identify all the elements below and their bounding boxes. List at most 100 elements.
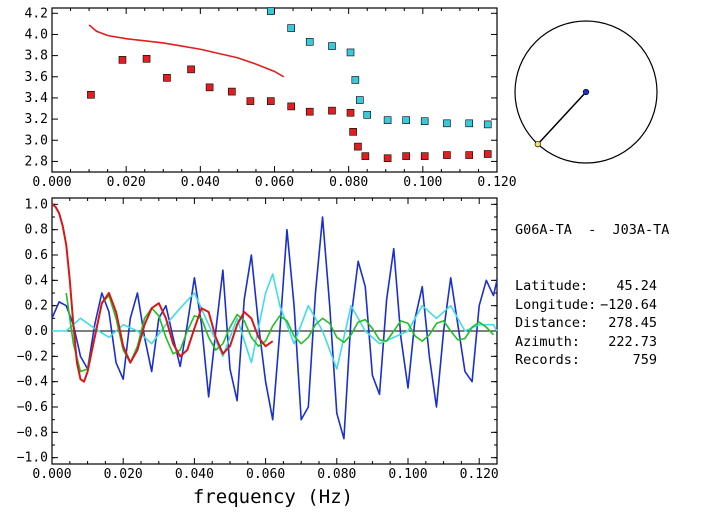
cyan-data-point (346, 48, 355, 57)
cyan-data-point (328, 42, 336, 50)
y-tick-label: 3.8 (25, 49, 48, 64)
x-axis-label: frequency (Hz) (193, 486, 353, 508)
red-data-point (205, 83, 214, 92)
station-info-panel: G06A-TA - J03A-TA Latitude: 45.24 Longitud… (515, 184, 701, 389)
y-tick-label: 0.2 (25, 299, 48, 314)
y-tick-label: 2.8 (25, 154, 48, 169)
x-tick-label: 0.000 (32, 467, 71, 482)
dispersion-chart: 0.000 0.020 0.040 0.060 0.080 0.100 0.120 2.8 3.… (25, 6, 517, 190)
red-data-point (402, 152, 410, 160)
red-data-point (483, 150, 492, 158)
info-row: Latitude: 45.24 (515, 277, 701, 296)
red-data-point (305, 107, 314, 116)
red-data-point (246, 97, 255, 105)
correlation-chart: 0.000 0.020 0.040 0.060 0.080 0.100 0.120 1.0 0.… (17, 197, 499, 482)
azimuth-plot (514, 20, 658, 164)
azimuth-circle (514, 20, 658, 164)
cyan-data-point (483, 120, 492, 129)
red-data-point (163, 74, 171, 82)
cyan-data-point (443, 119, 451, 128)
x-tick-label: 0.120 (460, 467, 499, 482)
station-center-dot (582, 88, 590, 96)
red-data-point (349, 127, 357, 136)
x-tick-label: 0.040 (181, 175, 220, 190)
red-data-point (228, 87, 236, 96)
x-tick-label: 0.100 (403, 175, 442, 190)
y-tick-label: 3.6 (25, 70, 48, 85)
info-label: Latitude: (515, 277, 589, 294)
cyan-data-point (420, 117, 429, 126)
red-data-point (118, 56, 127, 64)
info-value: 222.73 (608, 333, 657, 350)
red-data-point (187, 65, 195, 74)
x-tick-label: 0.100 (388, 467, 427, 482)
cyan-data-point (363, 111, 372, 119)
info-label: Azimuth: (515, 333, 581, 350)
x-tick-label: 0.020 (104, 467, 143, 482)
y-tick-label: 4.2 (25, 6, 48, 21)
red-data-point (287, 102, 295, 111)
info-label: Longitude: (515, 296, 597, 313)
y-tick-label: 3.4 (25, 91, 49, 106)
y-tick-label: 0.8 (25, 223, 48, 238)
x-tick-label: 0.060 (255, 175, 294, 190)
cyan-data-point (351, 76, 360, 84)
cyan-data-point (355, 96, 364, 104)
y-tick-label: −1.0 (17, 451, 48, 466)
info-row: Longitude: −120.64 (515, 296, 701, 315)
info-row: Distance: 278.45 (515, 314, 701, 333)
y-tick-label: 3.0 (25, 133, 48, 148)
cyan-data-point (266, 7, 275, 15)
info-value: −120.64 (600, 296, 657, 313)
y-tick-label: −0.4 (17, 375, 48, 390)
cyan-series-line (52, 273, 498, 370)
x-tick-label: 0.020 (107, 175, 146, 190)
x-tick-label: 0.060 (246, 467, 285, 482)
plot-frame (51, 7, 498, 173)
info-value: 759 (632, 352, 657, 369)
model-curve (88, 24, 285, 78)
y-tick-label: −0.6 (17, 400, 48, 415)
info-value: 278.45 (608, 315, 657, 332)
cyan-data-point (287, 24, 295, 32)
info-value: 45.24 (616, 277, 657, 294)
cyan-data-point (383, 116, 392, 124)
red-data-point (142, 54, 151, 63)
info-label: Records: (515, 352, 581, 369)
x-tick-label: 0.040 (175, 467, 214, 482)
station-end-dot (534, 141, 541, 148)
red-data-point (87, 90, 95, 99)
cyan-data-point (465, 119, 473, 128)
cyan-data-point (402, 116, 410, 124)
red-data-point (354, 142, 362, 151)
y-tick-label: 3.2 (25, 112, 48, 127)
red-data-point (328, 106, 336, 115)
y-tick-label: 1.0 (25, 197, 48, 212)
x-tick-label: 0.120 (477, 175, 516, 190)
y-tick-label: −0.2 (17, 349, 48, 364)
red-data-point (266, 97, 275, 105)
red-series-line (51, 203, 274, 383)
y-tick-label: 0.4 (25, 273, 49, 288)
info-label: Distance: (515, 315, 589, 332)
blue-series-line (51, 216, 498, 440)
info-row: Records: 759 (515, 351, 701, 370)
y-tick-label: 0.0 (25, 324, 48, 339)
cyan-data-point (305, 38, 314, 46)
y-tick-label: −0.8 (17, 425, 48, 440)
x-tick-label: 0.080 (317, 467, 356, 482)
red-data-point (420, 152, 429, 160)
red-data-point (383, 154, 392, 163)
green-series-line (65, 292, 495, 373)
azimuth-line (537, 91, 587, 145)
y-tick-label: 0.6 (25, 248, 48, 263)
red-data-point (465, 151, 473, 159)
red-data-point (443, 151, 451, 159)
red-data-point (346, 108, 355, 117)
station-pair-title: G06A-TA - J03A-TA (515, 222, 670, 239)
x-tick-label: 0.080 (329, 175, 368, 190)
x-tick-label: 0.000 (32, 175, 71, 190)
info-row: Azimuth: 222.73 (515, 333, 701, 352)
red-data-point (361, 152, 370, 160)
